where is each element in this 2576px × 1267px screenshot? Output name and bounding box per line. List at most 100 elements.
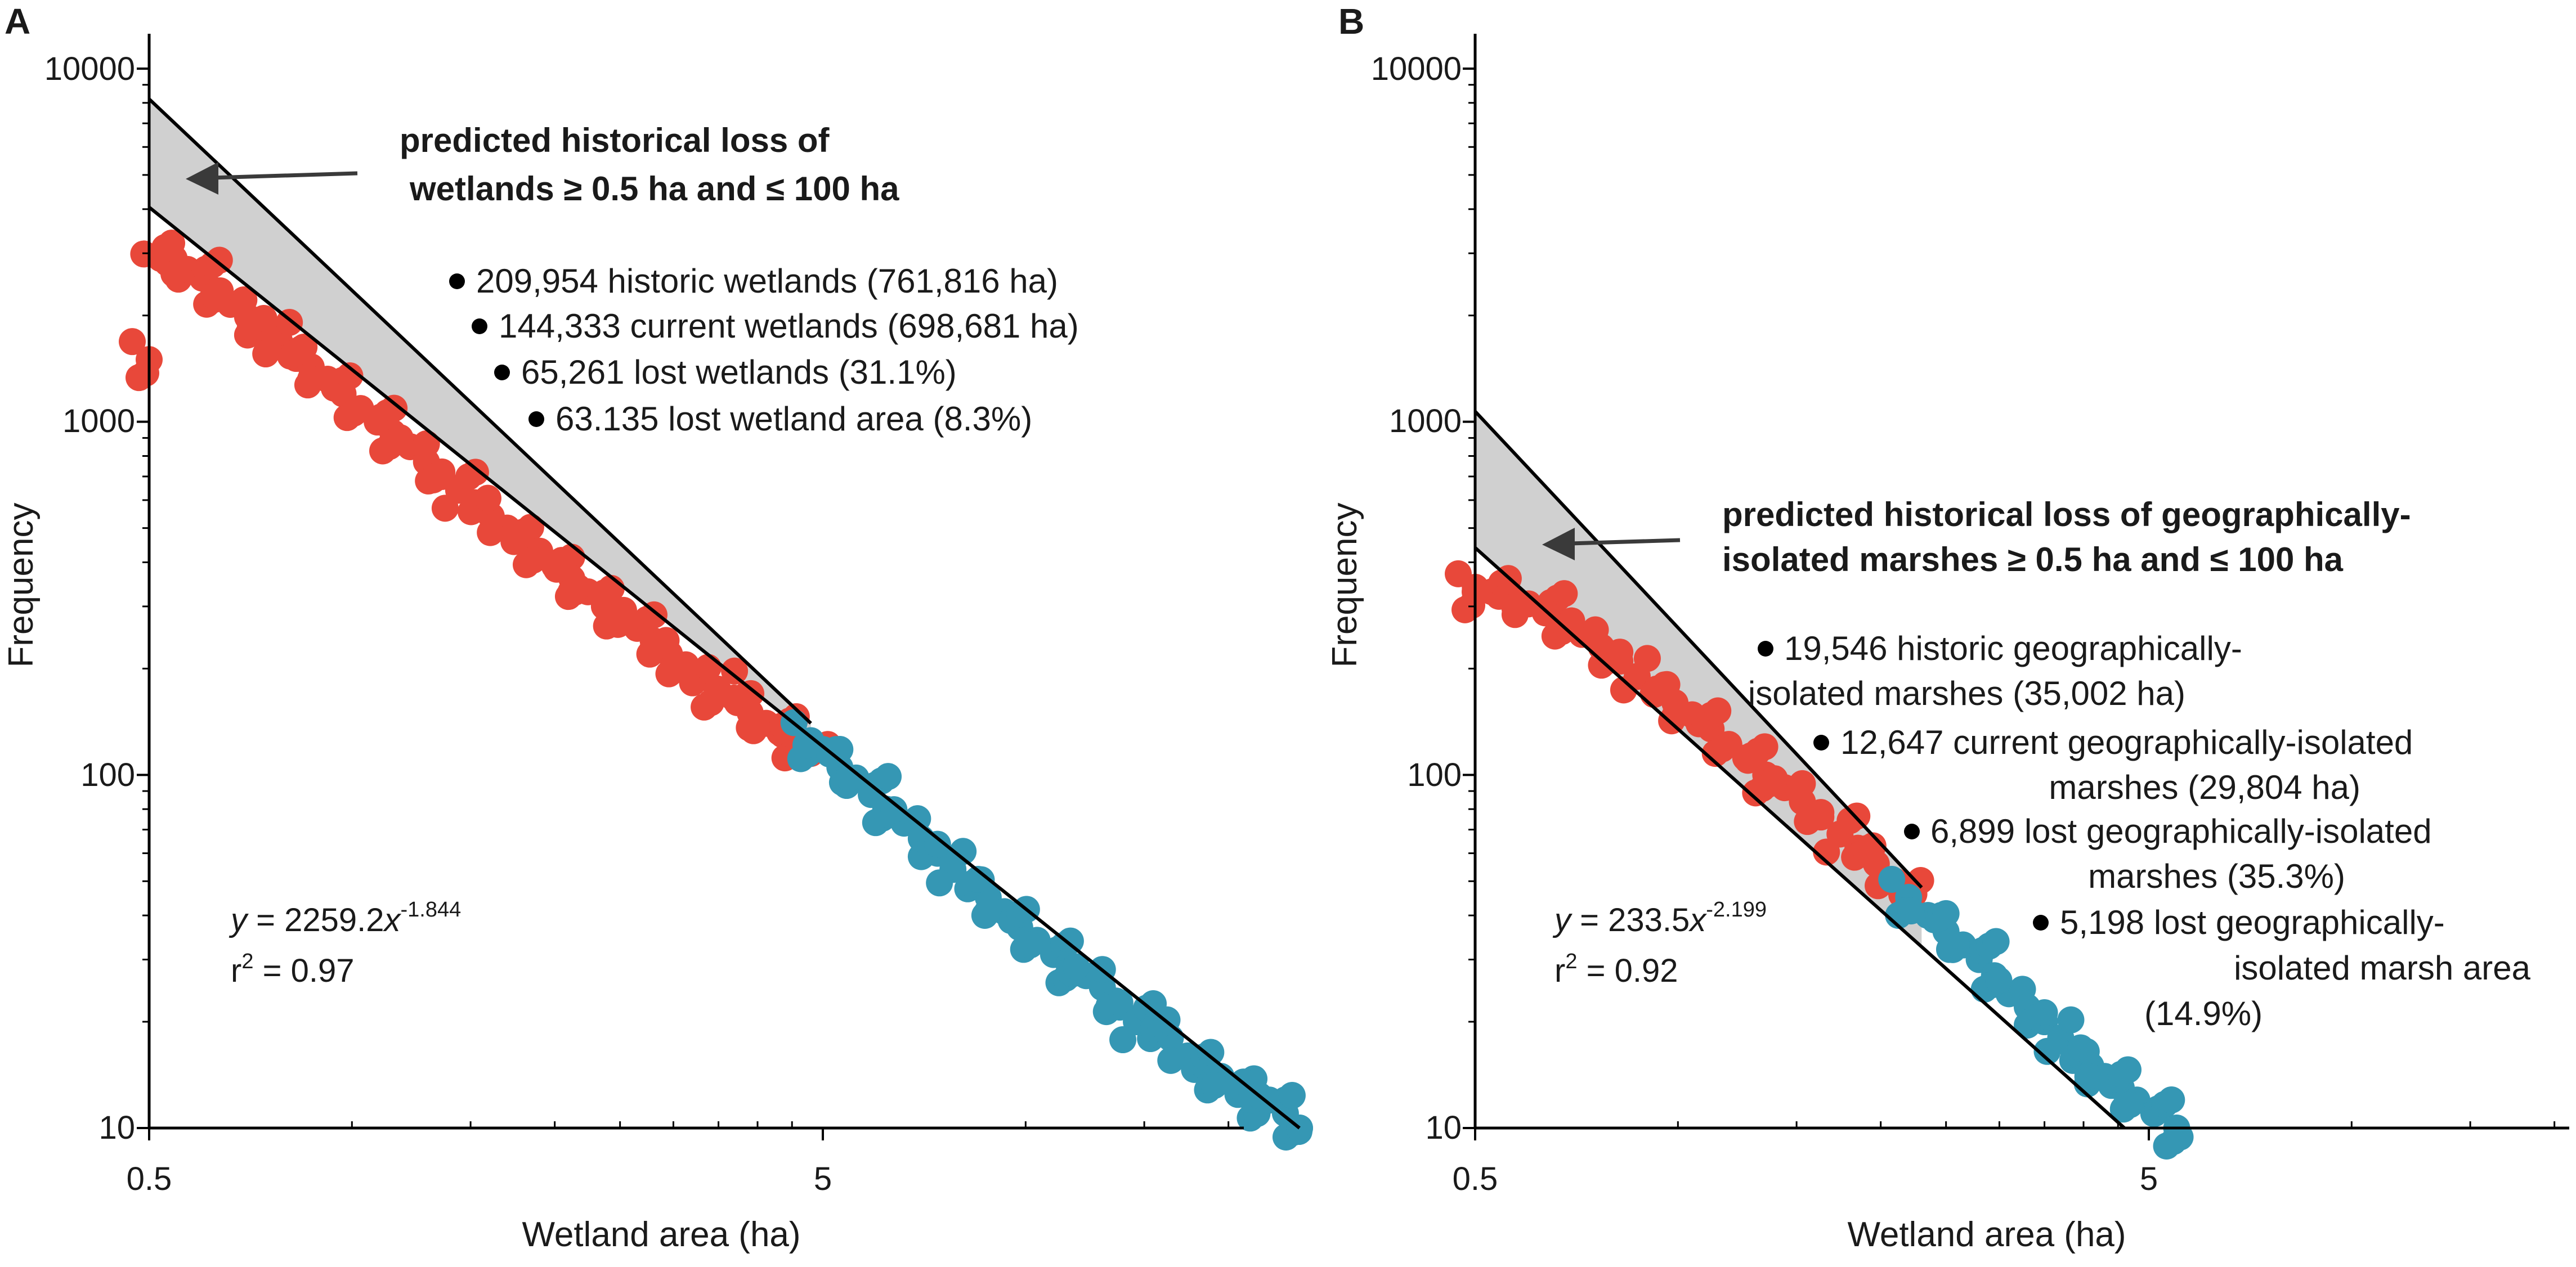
panel-a-stat-bullet [449,273,465,289]
data-point [158,230,186,257]
panel-b-ann-title-1: predicted historical loss of geographica… [1722,496,2411,533]
data-point [462,459,489,486]
data-point [949,838,977,865]
data-point [1106,989,1134,1017]
data-point [2074,1063,2102,1090]
data-point [386,424,414,451]
panel-a-arrow-shaft [212,171,358,180]
data-point [2116,1091,2144,1118]
data-point [1551,580,1578,608]
panel-b-stat-bullet [1758,641,1773,657]
data-point [640,601,667,628]
panel-b: B 10000 1000 100 10 0.5 5 Wetland area (… [1325,1,2569,1254]
panel-b-arrow-shaft [1570,538,1681,546]
panel-b-stat-4b: isolated marsh area [2234,949,2531,987]
data-point [2114,1056,2142,1084]
panel-a-xtick-5: 5 [814,1161,832,1197]
data-point [548,547,575,574]
data-point [252,340,280,368]
panel-b-y-title: Frequency [1325,503,1364,668]
panel-b-xtick-5: 5 [2140,1161,2158,1197]
data-point [207,277,234,305]
panel-a-stat-1: 209,954 historic wetlands (761,816 ha) [476,262,1058,300]
panel-a-ann-title-1: predicted historical loss of [400,122,830,159]
data-point [380,394,408,422]
panel-b-ticks [1463,68,2556,1140]
data-point [1200,1072,1228,1099]
data-point [287,335,315,363]
data-point [1878,866,1906,893]
data-point [697,689,725,716]
panel-a-stat-bullet [472,318,487,334]
panel-a-fit-line [148,206,1301,1130]
panel-b-stat-4c: (14.9%) [2144,995,2263,1032]
panel-b-letter: B [1338,1,1364,42]
data-point [924,830,951,858]
data-point [1932,900,1960,927]
panel-b-x-title: Wetland area (ha) [1847,1215,2126,1254]
panel-a-y-title: Frequency [2,503,41,668]
data-point [926,869,953,897]
data-point [250,304,277,332]
data-point [1760,765,1788,793]
data-point [1558,607,1585,635]
data-point [1278,1082,1306,1109]
data-point [413,430,440,457]
panel-b-ytick-100: 100 [1407,757,1462,793]
panel-a-stat-4: 63.135 lost wetland area (8.3%) [555,400,1032,438]
panel-a-ticks [137,68,1230,1140]
data-point [792,731,819,759]
data-point [519,546,547,574]
data-point [1807,799,1835,826]
panel-b-stat-bullet [1904,824,1920,839]
panel-a-stat-bullet [494,365,510,380]
data-point [132,360,159,387]
panel-b-stat-bullet [1813,735,1829,751]
panel-b-equation: y = 233.5x-2.199 [1552,898,1767,938]
panel-a-stat-bullet [528,411,544,427]
panel-b-ytick-10000: 10000 [1371,51,1462,87]
panel-b-current-points [1878,866,2194,1160]
data-point [2031,999,2058,1027]
panel-a-stat-3: 65,261 lost wetlands (31.1%) [521,353,957,391]
panel-b-ytick-1000: 1000 [1389,403,1462,439]
data-point [742,709,770,737]
panel-b-fit-line [1474,546,2126,1130]
data-point [336,362,364,389]
data-point [1942,931,1970,959]
panel-a-ann-title-2: wetlands ≥ 0.5 ha and ≤ 100 ha [409,170,899,208]
data-point [517,514,544,541]
panel-a-ytick-1000: 1000 [62,403,135,439]
data-point [610,596,637,624]
panel-b-stat-2a: 12,647 current geographically-isolated [1840,724,2413,761]
panel-a-arrow-head [186,162,218,195]
data-point [974,898,1001,925]
data-point [880,796,908,824]
data-point [964,866,992,893]
data-point [721,657,749,685]
panel-a-x-title: Wetland area (ha) [522,1215,800,1254]
data-point [2158,1086,2185,1114]
data-point [340,399,368,427]
data-point [1708,735,1736,763]
data-point [904,805,931,833]
data-point [875,763,902,790]
data-point [2033,1037,2061,1065]
data-point [1508,590,1535,618]
data-point [564,573,592,601]
data-point [2057,1006,2085,1034]
data-point [119,328,146,356]
panel-a-ytick-100: 100 [80,757,135,793]
panel-b-ytick-10: 10 [1425,1109,1462,1146]
panel-a-current-points [780,709,1313,1151]
panel-b-stat-4a: 5,198 lost geographically- [2060,904,2445,941]
data-point [1982,928,2010,955]
data-point [652,627,680,654]
data-point [167,255,195,283]
data-point [1062,953,1090,981]
panel-b-ann-title-2: isolated marshes ≥ 0.5 ha and ≤ 100 ha [1722,541,2344,578]
data-point [1813,838,1840,866]
data-point [733,681,760,708]
data-point [1789,770,1816,797]
